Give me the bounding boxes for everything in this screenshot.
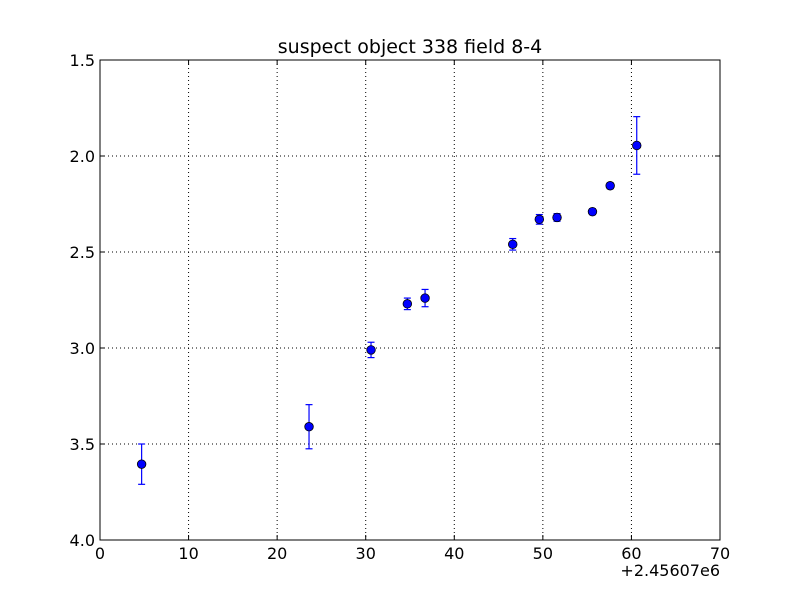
plot-frame (99, 59, 721, 541)
y-tick-label: 2.5 (70, 243, 95, 262)
data-point (605, 181, 615, 191)
y-tick-label: 3.0 (70, 339, 95, 358)
data-point (366, 345, 376, 355)
data-point (552, 212, 562, 223)
data-point (420, 293, 430, 303)
data-points (136, 140, 642, 469)
chart-title: suspect object 338 field 8-4 (278, 36, 543, 58)
x-tick-label: 40 (444, 544, 464, 563)
x-tick-label: 0 (95, 544, 105, 563)
x-tick-label: 10 (178, 544, 198, 563)
grid-lines (100, 60, 720, 540)
data-point (534, 214, 545, 225)
y-tick-label: 3.5 (70, 435, 95, 454)
data-point (632, 140, 642, 151)
data-point (136, 459, 147, 469)
data-point (304, 422, 314, 432)
x-axis-offset-label: +2.45607e6 (620, 561, 720, 580)
axis-ticks (99, 59, 721, 541)
y-tick-label: 4.0 (70, 531, 95, 550)
y-tick-labels: 1.5 2.0 2.5 3.0 3.5 4.0 (70, 51, 95, 550)
x-tick-labels: 0 10 20 30 40 50 60 70 (95, 544, 730, 563)
x-tick-label: 60 (621, 544, 641, 563)
data-point (402, 299, 413, 309)
x-tick-label: 50 (533, 544, 553, 563)
data-point (508, 239, 518, 250)
x-tick-label: 70 (710, 544, 730, 563)
x-tick-label: 30 (356, 544, 376, 563)
y-tick-label: 1.5 (70, 51, 95, 70)
y-tick-label: 2.0 (70, 147, 95, 166)
data-point (587, 206, 598, 217)
x-tick-label: 20 (267, 544, 287, 563)
